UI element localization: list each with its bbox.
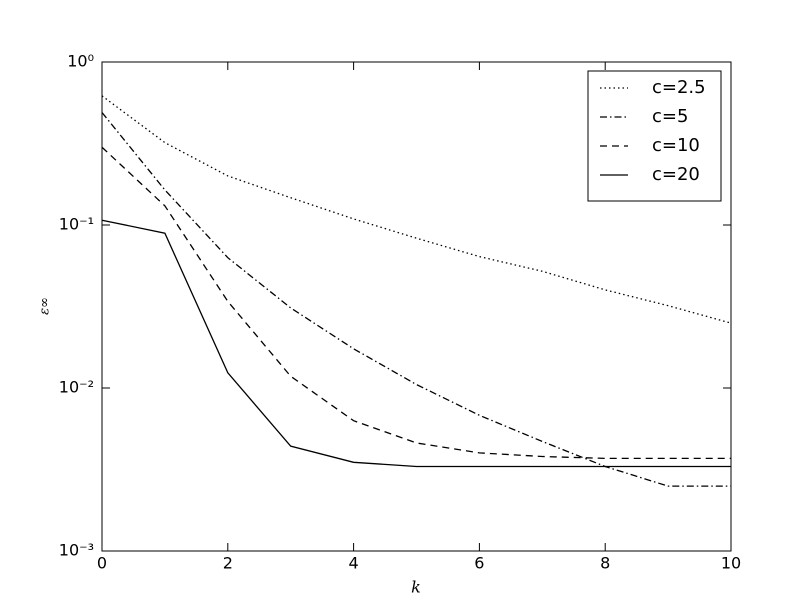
x-tick-label: 4 xyxy=(349,554,359,573)
x-axis-label: k xyxy=(411,578,421,597)
legend-label: c=5 xyxy=(652,106,688,127)
x-tick-label: 2 xyxy=(223,554,233,573)
y-tick-label: 10⁻² xyxy=(59,378,94,397)
plot-frame xyxy=(101,61,732,552)
legend-label: c=2.5 xyxy=(652,77,706,98)
legend-label: c=10 xyxy=(652,135,700,156)
series-line xyxy=(101,146,731,460)
series-line xyxy=(101,112,731,487)
x-tick-label: 8 xyxy=(600,554,610,573)
x-tick-label: 10 xyxy=(721,554,741,573)
series-line xyxy=(101,219,731,468)
y-tick-label: 10⁻¹ xyxy=(59,215,94,234)
y-axis-label: ε∞ xyxy=(38,297,53,315)
x-tick-label: 6 xyxy=(474,554,484,573)
y-tick-label: 10⁰ xyxy=(67,52,94,71)
legend-label: c=20 xyxy=(652,164,700,185)
legend-frame xyxy=(587,70,722,202)
x-tick-label: 0 xyxy=(97,554,107,573)
y-tick-label: 10⁻³ xyxy=(59,541,94,560)
